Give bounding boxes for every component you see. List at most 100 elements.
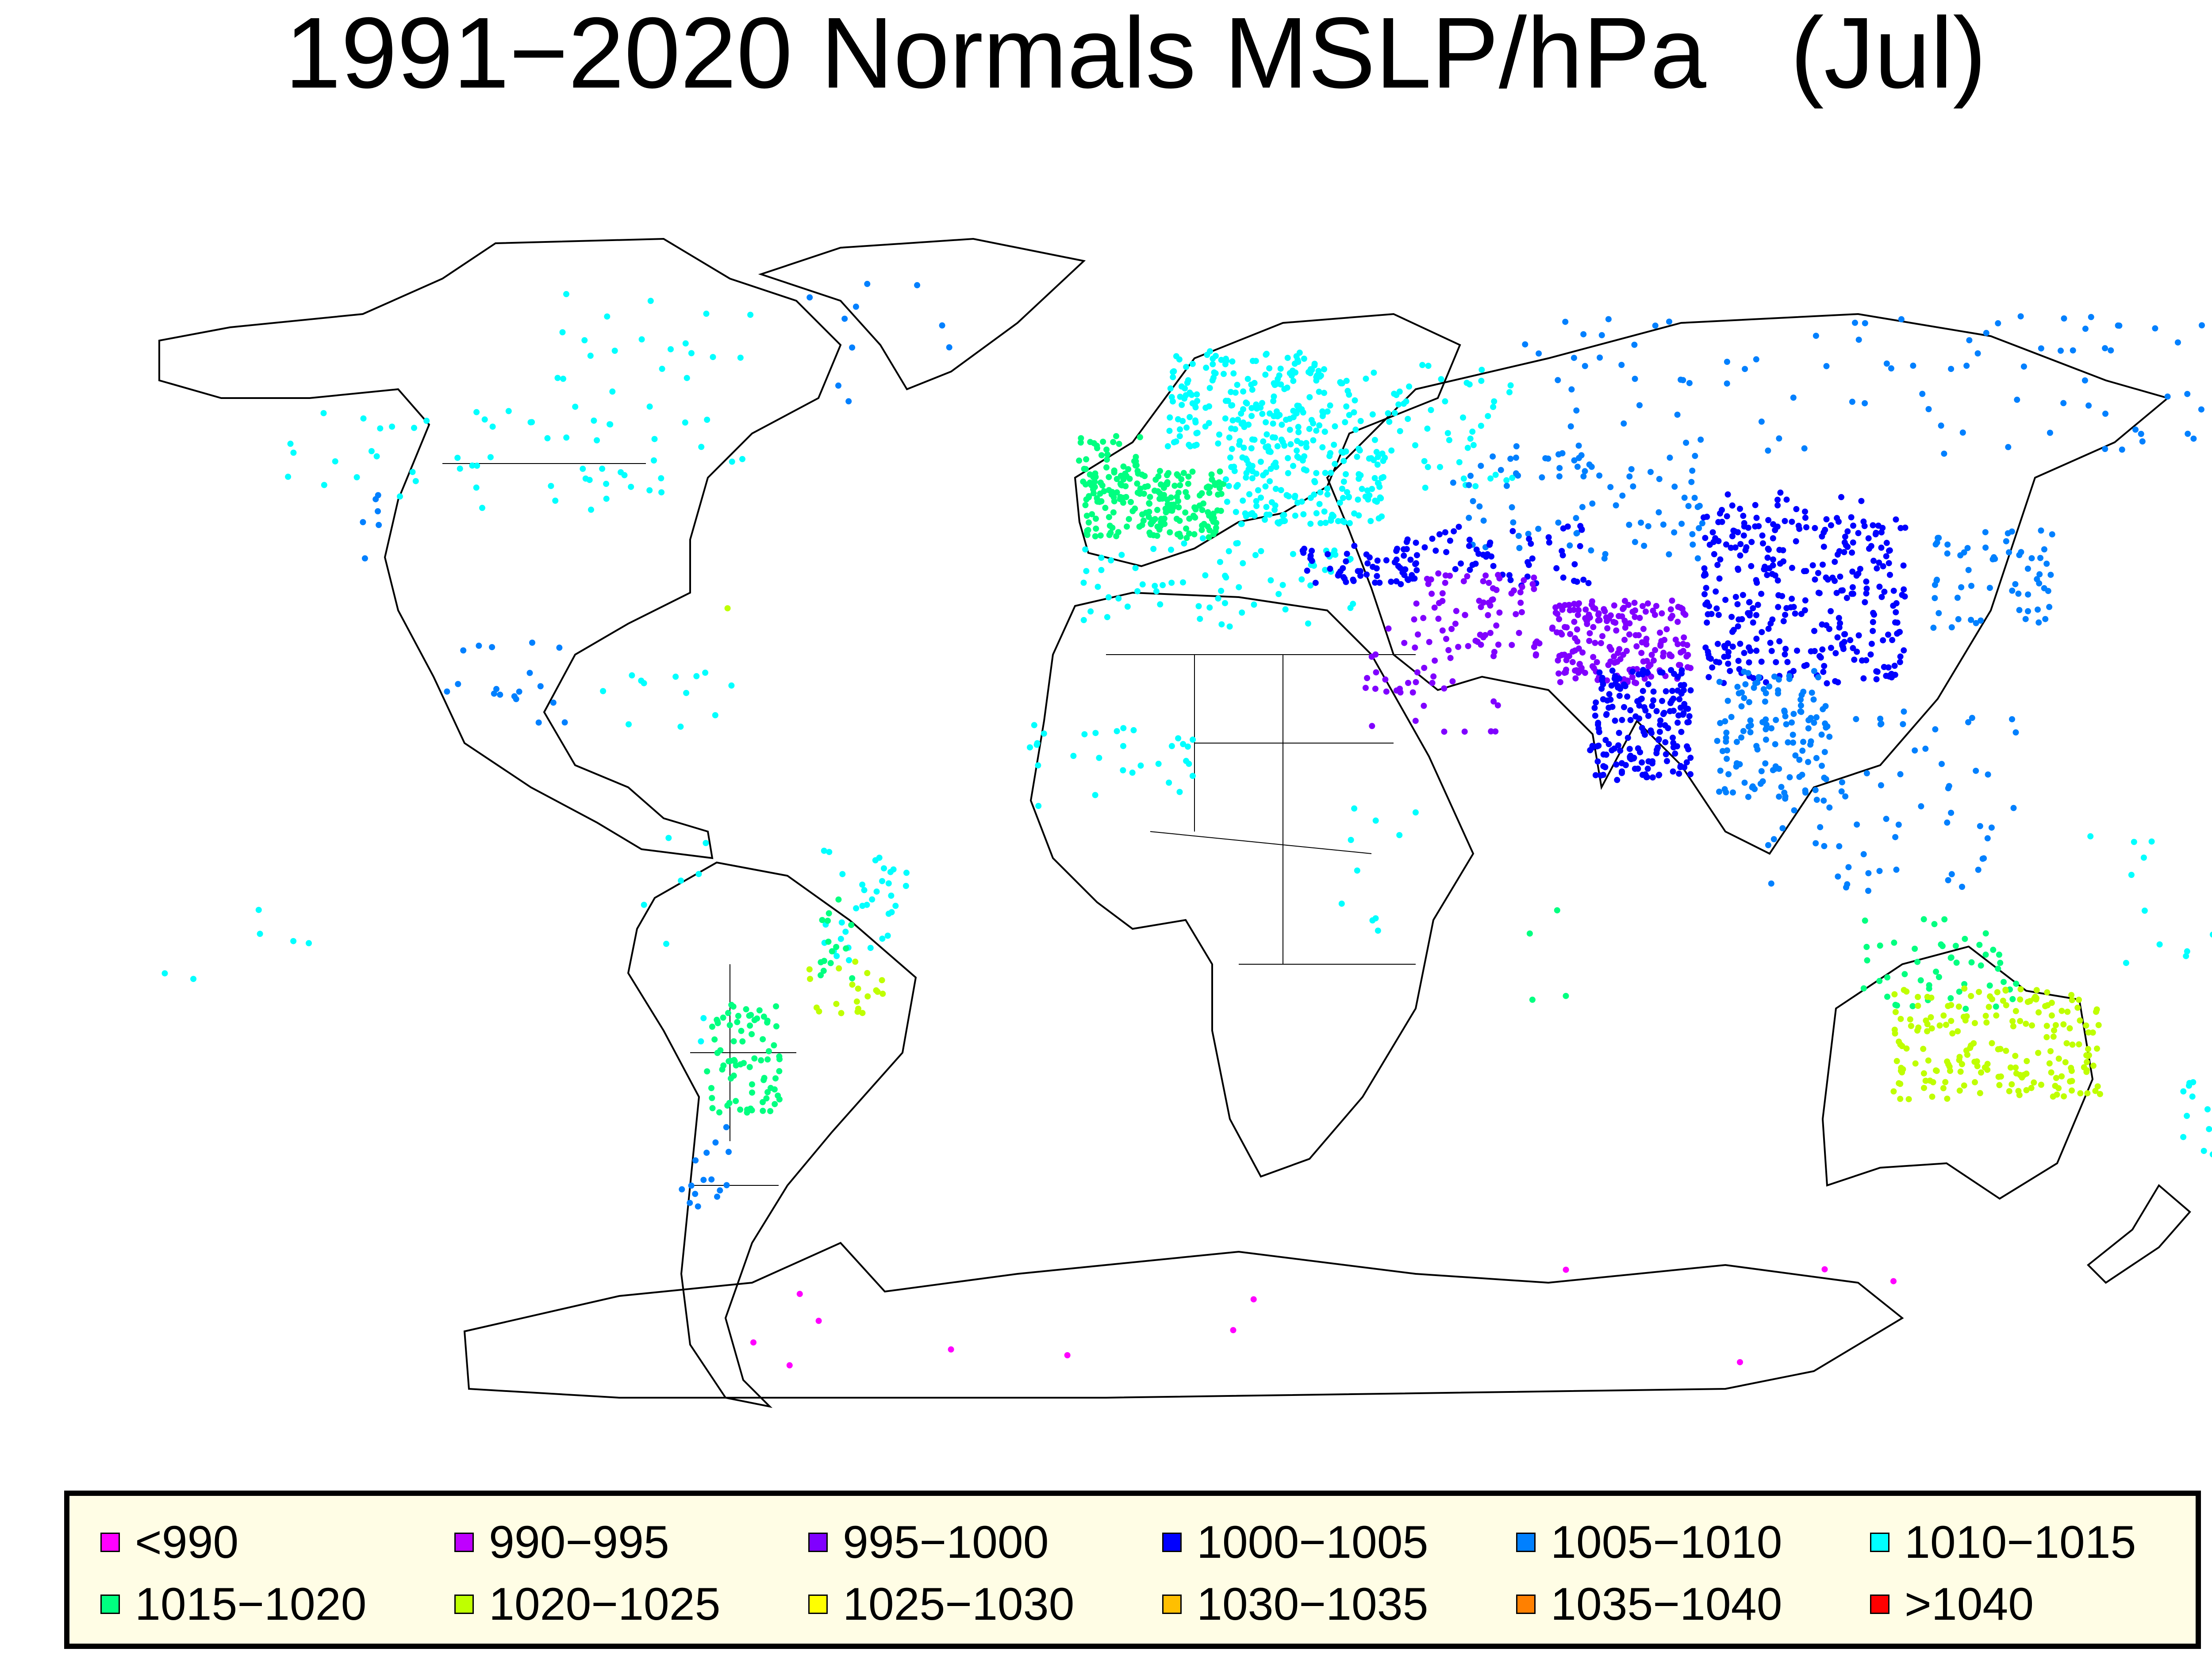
station-point [1211, 369, 1217, 376]
station-point [1733, 739, 1740, 745]
station-point [1486, 599, 1492, 606]
station-point [1776, 638, 1783, 644]
station-point [827, 960, 834, 966]
station-point [1082, 546, 1089, 553]
station-point [2023, 1087, 2030, 1093]
station-point [1671, 483, 1678, 490]
station-point [1164, 481, 1171, 487]
station-point [489, 423, 496, 430]
station-point [1603, 751, 1609, 758]
station-point [818, 972, 824, 978]
station-point [1574, 579, 1580, 585]
station-point [1506, 389, 1513, 395]
station-point [1533, 638, 1540, 645]
station-point [1086, 519, 1092, 526]
station-point [1510, 587, 1517, 594]
station-point [1833, 590, 1840, 596]
station-point [839, 871, 846, 878]
station-point [1212, 528, 1219, 534]
station-point [1564, 523, 1571, 530]
station-point [1525, 531, 1532, 537]
station-point [1327, 402, 1333, 409]
station-point [2058, 1073, 2065, 1080]
station-point [1137, 491, 1143, 497]
station-point [1181, 540, 1187, 547]
station-point [1452, 621, 1459, 627]
station-point [1901, 971, 1908, 978]
station-point [1531, 644, 1537, 650]
station-point [594, 437, 600, 444]
station-point [1990, 947, 1997, 953]
station-point [1782, 713, 1789, 720]
station-point [1513, 611, 1519, 617]
station-point [580, 465, 586, 472]
station-point [1834, 551, 1841, 558]
station-point [1116, 441, 1122, 447]
station-point [1933, 1068, 1940, 1074]
station-point [683, 690, 690, 696]
station-point [2035, 1009, 2042, 1016]
station-point [726, 1022, 733, 1028]
station-point [2074, 1004, 2081, 1011]
station-point [1521, 577, 1527, 583]
station-point [1737, 541, 1744, 548]
station-point [1730, 789, 1736, 796]
station-point [1182, 385, 1188, 392]
station-point [879, 990, 886, 997]
station-point [487, 454, 494, 460]
station-point [1800, 739, 1806, 745]
station-point [1799, 748, 1806, 754]
station-point [1595, 610, 1602, 617]
station-point [1108, 491, 1115, 498]
station-point [1385, 625, 1392, 632]
station-point [1759, 629, 1765, 636]
station-point [1226, 623, 1233, 630]
station-point [473, 484, 480, 491]
station-point [1240, 445, 1247, 451]
station-point [2060, 1021, 2067, 1027]
station-point [332, 458, 338, 465]
station-point [1662, 739, 1669, 746]
station-point [552, 498, 559, 504]
station-point [1697, 437, 1704, 443]
station-point [2183, 953, 2189, 959]
station-point [1944, 550, 1951, 557]
station-point [1745, 723, 1752, 730]
station-point [1275, 376, 1281, 382]
station-point [1278, 487, 1284, 494]
station-point [2010, 805, 2017, 811]
station-point [1847, 637, 1854, 644]
station-point [1582, 363, 1588, 369]
station-point [1737, 1359, 1743, 1365]
station-point [1439, 627, 1446, 634]
station-point [2081, 1064, 2087, 1070]
station-point [1609, 704, 1616, 710]
station-point [939, 322, 945, 329]
station-point [2005, 530, 2011, 537]
station-point [771, 1042, 777, 1049]
station-point [2017, 1018, 2024, 1024]
station-point [1905, 1096, 1912, 1103]
station-point [2051, 1027, 2057, 1034]
station-point [1901, 708, 1907, 715]
station-point [1660, 711, 1667, 717]
station-point [1860, 985, 1867, 992]
station-point [1701, 565, 1708, 571]
station-point [1680, 648, 1686, 654]
station-point [1727, 668, 1733, 674]
station-point [815, 1318, 822, 1324]
station-point [737, 354, 744, 361]
station-point [1790, 604, 1797, 610]
south-america-coast [627, 861, 917, 1408]
station-point [1891, 991, 1898, 997]
station-point [825, 939, 832, 945]
station-point [1163, 509, 1169, 516]
station-point [1750, 675, 1757, 682]
legend-swatch [1162, 1595, 1182, 1614]
station-point [1821, 1266, 1828, 1273]
station-point [1469, 562, 1476, 568]
station-point [1855, 337, 1862, 343]
station-point [1467, 567, 1473, 573]
station-point [1458, 560, 1464, 567]
station-point [1723, 789, 1729, 796]
